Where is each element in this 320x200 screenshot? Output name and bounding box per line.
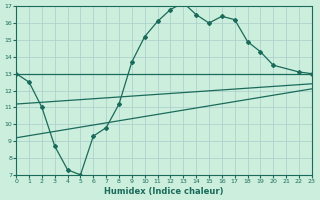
X-axis label: Humidex (Indice chaleur): Humidex (Indice chaleur) [104, 187, 224, 196]
